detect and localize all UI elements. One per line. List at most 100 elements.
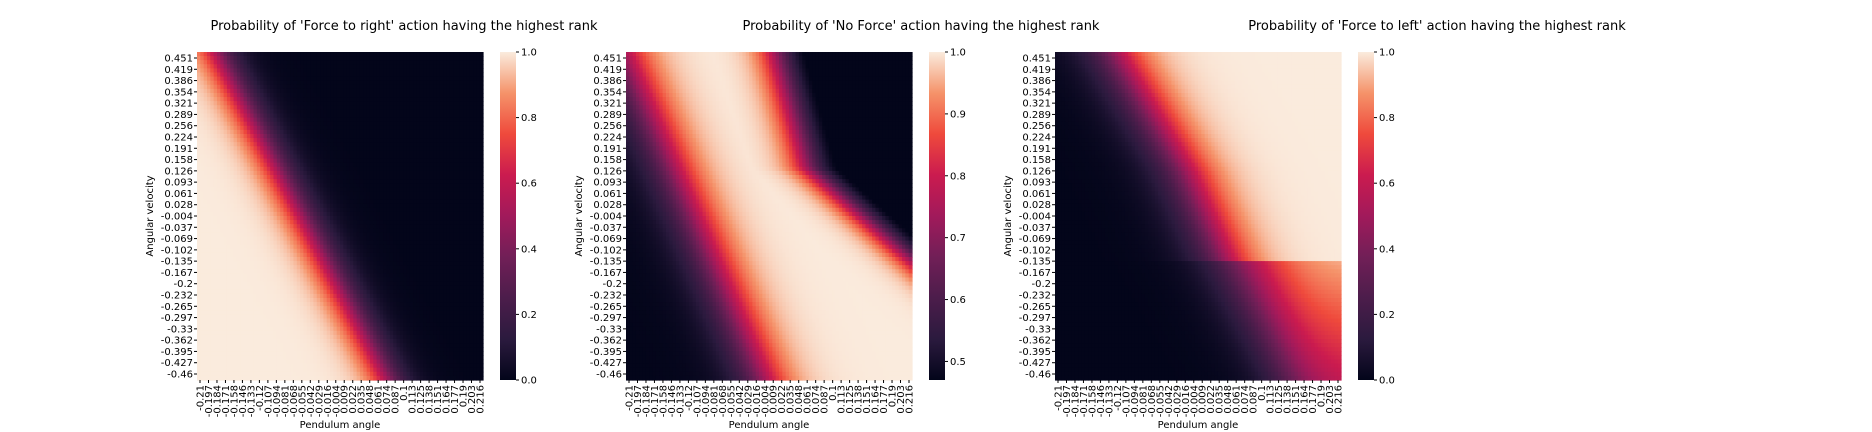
heatmap-cell bbox=[260, 117, 265, 123]
heatmap-cell bbox=[330, 113, 334, 119]
heatmap-cell bbox=[439, 60, 444, 65]
heatmap-cell bbox=[296, 88, 301, 94]
heatmap-cell bbox=[416, 154, 421, 160]
heatmap-cell bbox=[419, 64, 424, 69]
heatmap-cell bbox=[253, 68, 258, 74]
heatmap-cell bbox=[373, 195, 378, 201]
heatmap-cell bbox=[343, 220, 348, 225]
heatmap-cell bbox=[270, 158, 275, 164]
heatmap-cell bbox=[286, 121, 291, 127]
heatmap-cell bbox=[316, 207, 321, 213]
heatmap-cell bbox=[206, 195, 211, 201]
heatmap-cell bbox=[336, 125, 341, 131]
heatmap-cell bbox=[419, 138, 424, 143]
heatmap-cell bbox=[293, 207, 298, 213]
heatmap-cell bbox=[429, 134, 434, 139]
heatmap-cell bbox=[393, 150, 398, 156]
heatmap-cell bbox=[310, 175, 314, 180]
heatmap-cell bbox=[263, 134, 268, 139]
heatmap-cell bbox=[230, 142, 235, 147]
heatmap-cell bbox=[449, 68, 454, 74]
heatmap-cell bbox=[197, 191, 201, 197]
heatmap-cell bbox=[349, 93, 354, 98]
heatmap-cell bbox=[220, 207, 225, 213]
heatmap-cell bbox=[290, 150, 295, 156]
heatmap-cell bbox=[469, 199, 474, 205]
heatmap-cell bbox=[403, 56, 408, 61]
heatmap-cell bbox=[399, 60, 404, 65]
heatmap-cell bbox=[456, 68, 461, 74]
heatmap-cell bbox=[303, 191, 308, 197]
heatmap-cell bbox=[306, 138, 311, 143]
heatmap-cell bbox=[310, 105, 314, 110]
heatmap-cell bbox=[300, 211, 305, 217]
heatmap-cell bbox=[226, 97, 231, 102]
heatmap-cell bbox=[293, 187, 298, 192]
heatmap-cell bbox=[220, 121, 225, 127]
heatmap-cell bbox=[466, 162, 471, 168]
heatmap-cell bbox=[406, 68, 411, 74]
heatmap-cell bbox=[206, 150, 211, 156]
heatmap-cell bbox=[349, 150, 354, 156]
heatmap-cell bbox=[320, 97, 324, 102]
heatmap-cell bbox=[197, 175, 201, 180]
heatmap-cell bbox=[373, 72, 378, 78]
heatmap-cell bbox=[226, 52, 231, 57]
heatmap-cell bbox=[306, 142, 311, 147]
heatmap-cell bbox=[409, 211, 414, 217]
heatmap-cell bbox=[379, 142, 384, 147]
heatmap-cell bbox=[310, 187, 314, 192]
heatmap-cell bbox=[403, 121, 408, 127]
heatmap-cell bbox=[423, 211, 428, 217]
heatmap-cell bbox=[293, 80, 298, 86]
heatmap-cell bbox=[273, 216, 278, 221]
heatmap-cell bbox=[216, 195, 221, 201]
heatmap-cell bbox=[436, 52, 441, 57]
heatmap-cell bbox=[409, 224, 414, 229]
heatmap-cell bbox=[340, 138, 344, 143]
heatmap-cell bbox=[353, 162, 358, 168]
heatmap-cell bbox=[356, 52, 361, 57]
heatmap-cell bbox=[253, 134, 258, 139]
heatmap-cell bbox=[300, 191, 305, 197]
heatmap-cell bbox=[340, 84, 344, 90]
heatmap-cell bbox=[406, 64, 411, 69]
heatmap-panel-right: Probability of 'Force to right' action h… bbox=[145, 19, 598, 431]
heatmap-cell bbox=[316, 101, 321, 106]
heatmap-cell bbox=[369, 105, 374, 110]
heatmap-cell bbox=[203, 220, 208, 225]
heatmap-cell bbox=[399, 183, 404, 188]
heatmap-cell bbox=[246, 80, 251, 86]
heatmap-cell bbox=[403, 150, 408, 156]
heatmap-cell bbox=[256, 207, 261, 213]
heatmap-cell bbox=[313, 56, 318, 61]
heatmap-cell bbox=[263, 158, 268, 164]
heatmap-cell bbox=[306, 60, 311, 65]
heatmap-cell bbox=[439, 84, 444, 90]
heatmap-cell bbox=[323, 158, 328, 164]
heatmap-cell bbox=[429, 68, 434, 74]
heatmap-cell bbox=[383, 158, 388, 164]
heatmap-cell bbox=[346, 199, 351, 205]
heatmap-cell bbox=[283, 195, 288, 201]
heatmap-cell bbox=[343, 88, 348, 94]
heatmap-cell bbox=[423, 179, 428, 184]
heatmap-cell bbox=[406, 158, 411, 164]
heatmap-cell bbox=[303, 224, 308, 229]
heatmap-cell bbox=[310, 117, 314, 123]
heatmap-cell bbox=[439, 207, 444, 213]
heatmap-cell bbox=[426, 56, 431, 61]
heatmap-cell bbox=[363, 56, 368, 61]
heatmap-cell bbox=[479, 261, 484, 266]
heatmap-cell bbox=[346, 113, 351, 119]
heatmap-cell bbox=[260, 183, 265, 188]
heatmap-cell bbox=[393, 142, 398, 147]
heatmap-cell bbox=[433, 158, 438, 164]
heatmap-cell bbox=[276, 72, 281, 78]
heatmap-cell bbox=[399, 64, 404, 69]
heatmap-cell bbox=[306, 199, 311, 205]
heatmap-cell bbox=[213, 134, 218, 139]
heatmap-cell bbox=[429, 72, 434, 78]
heatmap-cell bbox=[456, 134, 461, 139]
heatmap-cell bbox=[446, 216, 451, 221]
